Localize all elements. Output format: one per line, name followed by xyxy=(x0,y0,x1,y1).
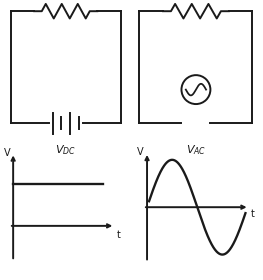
Text: V: V xyxy=(137,147,144,157)
Text: $V_{AC}$: $V_{AC}$ xyxy=(186,143,206,157)
Text: V: V xyxy=(4,148,11,158)
Text: t: t xyxy=(251,209,254,219)
Text: $V_{DC}$: $V_{DC}$ xyxy=(55,143,76,157)
Text: t: t xyxy=(117,230,120,240)
